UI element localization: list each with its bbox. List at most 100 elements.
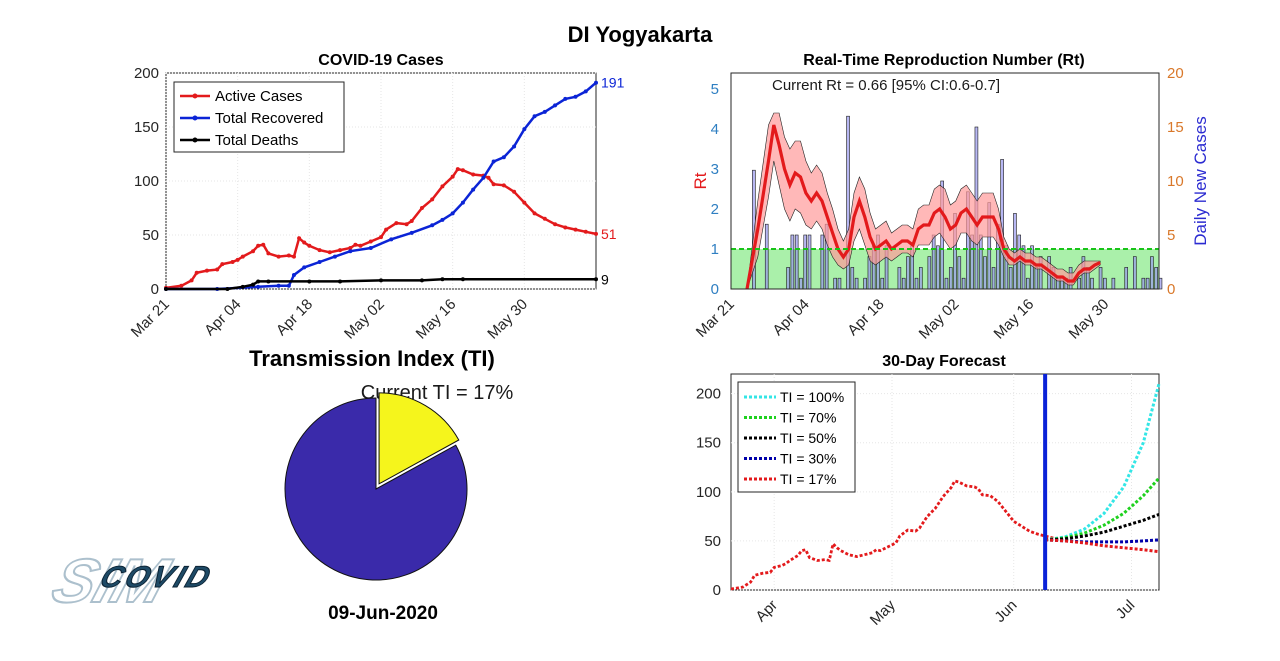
cases-data-point <box>430 223 435 228</box>
rt-daily-cases-bar <box>897 267 902 290</box>
cases-data-point <box>583 89 588 94</box>
cases-xtick-label: May 02 <box>341 296 388 343</box>
forecast-xtick-label: Jun <box>991 597 1020 626</box>
ti-pie-slice <box>378 392 460 485</box>
cases-legend-marker <box>192 137 198 143</box>
cases-data-point <box>594 80 598 85</box>
rt-daily-cases-bar <box>1013 213 1017 290</box>
cases-data-point <box>563 96 568 101</box>
cases-data-point <box>491 159 496 164</box>
rt-daily-cases-bar <box>931 234 936 290</box>
cases-data-point <box>307 279 312 284</box>
cases-data-point <box>394 221 399 226</box>
cases-data-point <box>594 231 598 236</box>
cases-data-point <box>266 251 271 256</box>
cases-data-point <box>348 245 353 250</box>
rt-daily-cases-bar <box>944 277 949 290</box>
cases-data-point <box>404 222 409 227</box>
rt-daily-cases-bar <box>1133 256 1137 290</box>
cases-data-point <box>215 267 220 272</box>
rt-daily-cases-bar <box>786 267 790 290</box>
cases-data-point <box>471 172 476 177</box>
cases-data-point <box>389 237 394 242</box>
cases-xtick-label: Mar 21 <box>128 296 173 341</box>
cases-data-point <box>194 270 199 275</box>
forecast-series-line <box>1044 383 1161 542</box>
cases-data-point <box>430 197 435 202</box>
rt-daily-cases-bar <box>1034 267 1039 290</box>
cases-data-point <box>440 184 445 189</box>
cases-data-point <box>332 254 337 259</box>
forecast-ytick-label: 100 <box>696 484 721 501</box>
rt-daily-cases-bar <box>961 277 966 290</box>
cases-data-point <box>256 284 261 289</box>
cases-data-point <box>368 245 373 250</box>
cases-data-point <box>501 183 506 188</box>
cases-data-point <box>220 262 225 267</box>
forecast-legend-label: TI = 100% <box>780 389 844 405</box>
rt-y2tick-label: 10 <box>1167 173 1184 190</box>
date-label: 09-Jun-2020 <box>328 603 438 624</box>
rt-daily-cases-bar <box>790 234 795 290</box>
cases-data-point <box>297 236 302 241</box>
forecast-ytick-label: 200 <box>696 386 721 403</box>
cases-data-point <box>553 103 558 108</box>
rt-daily-cases-bar <box>764 223 769 290</box>
cases-data-point <box>189 278 194 283</box>
cases-data-point <box>307 243 312 248</box>
cases-end-label: 51 <box>601 226 617 242</box>
forecast-series-line <box>1044 477 1161 542</box>
rt-xtick-label: May 02 <box>916 296 963 343</box>
rt-daily-cases-bar <box>807 234 812 290</box>
logo-sim-text: SIM <box>44 546 179 615</box>
cases-data-point <box>532 211 537 216</box>
cases-xtick-label: May 30 <box>484 296 531 343</box>
cases-data-point <box>225 287 230 291</box>
cases-data-point <box>460 277 465 282</box>
rt-daily-cases-bar <box>970 234 974 290</box>
cases-data-point <box>450 174 455 179</box>
cases-data-point <box>251 249 256 254</box>
cases-data-point <box>179 283 184 288</box>
cases-data-point <box>276 254 281 259</box>
rt-daily-cases-bar <box>936 245 940 290</box>
rt-ytick-label: 2 <box>711 201 719 218</box>
forecast-legend-box <box>737 381 856 493</box>
forecast-legend-label: TI = 30% <box>780 451 836 467</box>
rt-daily-cases-bar <box>991 267 996 290</box>
cases-data-point <box>338 279 343 284</box>
cases-data-point <box>164 287 168 291</box>
cases-xtick-label: Apr 18 <box>273 296 316 339</box>
cases-data-point <box>353 242 358 247</box>
cases-data-point <box>240 284 245 289</box>
cases-data-point <box>266 279 271 284</box>
rt-ylabel: Rt <box>691 172 710 189</box>
cases-legend: Active Cases Total Recovered Total Deaths <box>173 81 345 153</box>
rt-daily-cases-bar <box>978 234 983 290</box>
cases-data-point <box>563 225 568 230</box>
rt-daily-cases-bar <box>854 277 859 290</box>
rt-daily-cases-bar <box>1141 277 1146 290</box>
cases-legend-label: Active Cases <box>215 88 303 105</box>
rt-chart: Real-Time Reproduction Number (Rt) 0 1 2 3 4… <box>691 52 1210 343</box>
rt-xtick-label: Mar 21 <box>693 296 738 341</box>
ti-pie-slice <box>284 397 468 581</box>
rt-daily-cases-bar <box>948 267 953 290</box>
cases-legend-marker <box>192 115 198 121</box>
cases-data-point <box>379 278 383 283</box>
cases-data-point <box>460 200 465 205</box>
rt-xtick-label: Apr 18 <box>844 296 887 339</box>
forecast-legend: TI = 100% TI = 70% TI = 50% TI = 30% TI = 17… <box>737 381 856 493</box>
forecast-legend-label: TI = 50% <box>780 430 836 446</box>
cases-data-point <box>286 253 291 258</box>
logo-covid-text: COVID <box>96 560 218 594</box>
cases-data-point <box>240 254 245 259</box>
forecast-xtick-label: May <box>867 596 899 628</box>
cases-data-point <box>409 218 414 223</box>
rt-ytick-label: 3 <box>711 161 719 178</box>
forecast-xtick-label: Jul <box>1113 597 1139 623</box>
rt-daily-cases-bar <box>1008 267 1013 290</box>
rt-daily-cases-bar <box>906 256 910 290</box>
rt-daily-cases-bar <box>901 277 906 290</box>
